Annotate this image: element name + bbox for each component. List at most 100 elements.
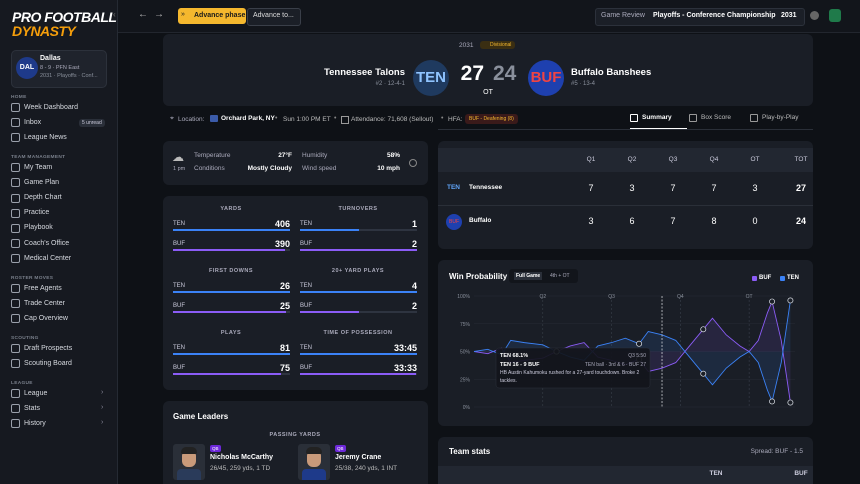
nav-icon — [11, 193, 20, 203]
quarter-header: Q3 — [668, 156, 678, 163]
forward-arrow[interactable]: → — [154, 9, 164, 20]
ff-icon: » — [181, 11, 185, 18]
nav-item[interactable]: Week Dashboard — [24, 103, 78, 111]
advance-phase-button[interactable] — [178, 8, 246, 24]
quarter-header: Q1 — [586, 156, 596, 163]
nav-item[interactable]: League News — [24, 133, 67, 141]
stat-track — [300, 311, 417, 313]
nav-icon — [11, 299, 20, 309]
nav-item[interactable]: Playbook — [24, 224, 53, 232]
attendance: Attendance: 71,608 (Sellout) — [351, 116, 434, 123]
player-jersey — [177, 469, 201, 480]
back-arrow[interactable]: ← — [138, 9, 148, 20]
logo: DYNASTY — [12, 23, 76, 39]
nav-item[interactable]: Depth Chart — [24, 194, 62, 201]
win-prob-chart: 100% 75% 50% 25% 0% Q2 Q3 Q4 OT TEN 68.1% Q3 5:50 T… — [457, 294, 795, 411]
player-hair — [181, 447, 197, 454]
nav-icon — [11, 223, 20, 233]
nav-item[interactable]: Stats — [24, 404, 40, 412]
chevron: › — [101, 418, 104, 426]
away-meta: #5 · 13-4 — [571, 81, 596, 87]
nav-item[interactable]: League — [24, 389, 48, 397]
hfa-badge: BUF - Deafening (8) — [465, 114, 518, 124]
home-name: Tennessee Talons — [324, 67, 405, 78]
nav-item[interactable]: Scouting Board — [24, 359, 72, 367]
nav-item[interactable]: Coach's Office — [24, 239, 70, 247]
nav-icon — [11, 118, 20, 128]
stat-team: TEN — [173, 345, 185, 351]
player-hair — [306, 447, 322, 454]
legend-swatch — [780, 276, 785, 281]
tooltip-box — [495, 347, 651, 389]
home-meta: #2 · 12-4-1 — [375, 81, 405, 87]
stat-bar — [300, 229, 359, 231]
nav-item[interactable]: Inbox — [24, 118, 42, 126]
stat-track — [300, 229, 417, 231]
tab[interactable]: Box Score — [701, 114, 731, 121]
tab-divider — [438, 129, 813, 130]
stat-bar — [300, 353, 417, 355]
player-line: 26/45, 259 yds, 1 TD — [210, 465, 271, 472]
season: 2031 — [459, 42, 474, 49]
weather-panel — [163, 141, 428, 185]
nav-item[interactable]: Draft Prospects — [24, 344, 73, 352]
nav-section: LEAGUE — [11, 381, 33, 386]
wp-marker — [769, 298, 776, 305]
nav-item[interactable]: Game Plan — [24, 178, 60, 186]
phase-pill — [595, 8, 805, 26]
collapse[interactable]: ‹ — [113, 10, 116, 19]
nav-icon — [11, 344, 20, 354]
team-stats-col: BUF — [794, 470, 808, 477]
stat-value: 2 — [411, 301, 417, 311]
tab[interactable]: Summary — [642, 114, 672, 121]
nav-item[interactable]: Trade Center — [24, 299, 65, 307]
stat-team: BUF — [300, 303, 312, 309]
stat-value: 390 — [274, 239, 290, 249]
stat-title: TURNOVERS — [338, 206, 378, 212]
box-header-bg — [438, 148, 813, 172]
leaders-title: Game Leaders — [173, 412, 229, 421]
stat-value: 33:33 — [393, 363, 417, 373]
nav-icon — [11, 208, 20, 218]
nav-item[interactable]: Medical Center — [24, 254, 72, 262]
nav-item[interactable]: History — [24, 419, 46, 427]
home-score: 27 — [460, 62, 484, 85]
tab[interactable]: Play-by-Play — [762, 114, 799, 121]
advance-to-button[interactable] — [247, 8, 301, 26]
weather-value: 58% — [386, 152, 400, 159]
quarter-score: 3 — [588, 216, 594, 226]
team-status: 2031 · Playoffs · Conf... — [40, 73, 98, 79]
nav-item[interactable]: Cap Overview — [24, 314, 68, 322]
stat-team: TEN — [300, 221, 312, 227]
wp-marker — [636, 340, 643, 347]
stat-bar — [173, 353, 290, 355]
game-review[interactable]: Game Review — [601, 12, 645, 19]
nav-section: SCOUTING — [11, 336, 39, 342]
wp-tab[interactable]: Full Game — [514, 272, 543, 280]
nav-icon — [11, 314, 20, 324]
info-icon — [409, 159, 417, 167]
quarter-score: 24 — [795, 216, 806, 226]
y-tick-label: 100% — [457, 294, 470, 300]
away-score: 24 — [493, 62, 517, 85]
kickoff: Sun 1:00 PM ET — [283, 116, 331, 123]
wp-tab[interactable]: 4th + OT — [550, 273, 570, 279]
nav-item[interactable]: My Team — [24, 163, 53, 171]
chevron: › — [101, 403, 104, 411]
quarter-header: TOT — [794, 156, 808, 163]
logo: PRO FOOTBALL — [12, 9, 117, 25]
y-tick-label: 25% — [460, 377, 471, 383]
profile-icon[interactable] — [829, 9, 841, 22]
team-badge: DAL — [16, 57, 38, 79]
nav-item[interactable]: Free Agents — [24, 284, 62, 292]
year: 2031 — [781, 12, 797, 19]
quarter-score: 6 — [629, 216, 635, 226]
x-tick-label: Q2 — [539, 294, 546, 300]
stat-title: YARDS — [220, 206, 242, 212]
wp-marker — [700, 326, 707, 333]
settings-icon[interactable] — [810, 11, 819, 20]
y-tick-label: 0% — [463, 405, 471, 411]
flag — [210, 115, 218, 122]
nav-item[interactable]: Practice — [24, 209, 50, 217]
stat-bar — [173, 229, 290, 231]
